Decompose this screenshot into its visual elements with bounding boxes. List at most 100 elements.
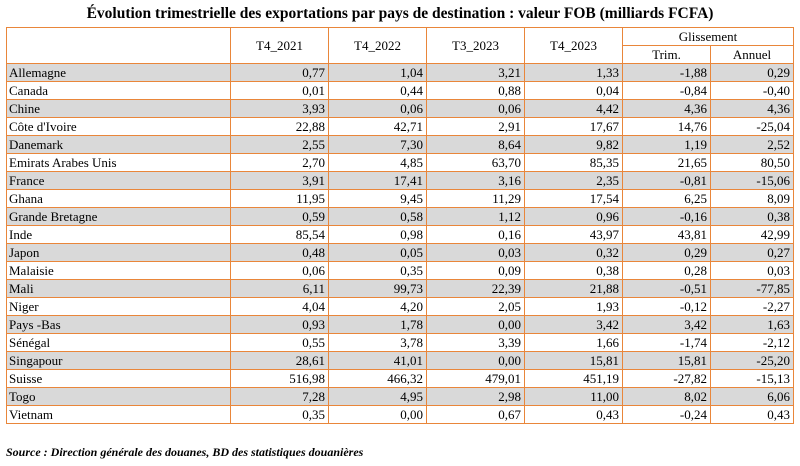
value-cell-t4-2022: 9,45 (328, 189, 427, 208)
value-cell-glissement-annuel: 2,52 (710, 135, 794, 154)
country-cell: Malaisie (6, 261, 231, 280)
value-cell-glissement-trim: -0,51 (622, 279, 711, 298)
value-cell-t4-2021: 2,55 (230, 135, 329, 154)
value-cell-t3-2023: 11,29 (426, 189, 525, 208)
table-row: Japon 0,48 0,05 0,03 0,32 0,29 0,27 (6, 243, 794, 262)
country-cell: Allemagne (6, 63, 231, 82)
value-cell-glissement-annuel: 0,27 (710, 243, 794, 262)
value-cell-t3-2023: 0,16 (426, 225, 525, 244)
value-cell-glissement-trim: -0,81 (622, 171, 711, 190)
value-cell-glissement-trim: 21,65 (622, 153, 711, 172)
value-cell-glissement-annuel: 0,38 (710, 207, 794, 226)
value-cell-glissement-annuel: -2,27 (710, 297, 794, 316)
value-cell-glissement-trim: 15,81 (622, 351, 711, 370)
value-cell-t3-2023: 63,70 (426, 153, 525, 172)
header-annuel: Annuel (710, 45, 794, 64)
value-cell-t4-2022: 1,78 (328, 315, 427, 334)
value-cell-t4-2023: 1,33 (524, 63, 623, 82)
table-row: Canada 0,01 0,44 0,88 0,04 -0,84 -0,40 (6, 81, 794, 100)
table-row: Emirats Arabes Unis 2,70 4,85 63,70 85,35 21,… (6, 153, 794, 172)
country-cell: Inde (6, 225, 231, 244)
value-cell-glissement-trim: -0,16 (622, 207, 711, 226)
country-cell: Vietnam (6, 405, 231, 424)
value-cell-t4-2022: 0,00 (328, 405, 427, 424)
country-cell: Ghana (6, 189, 231, 208)
table-row: Singapour 28,61 41,01 0,00 15,81 15,81 -25,20 (6, 351, 794, 370)
value-cell-glissement-trim: 0,28 (622, 261, 711, 280)
table-row: Sénégal 0,55 3,78 3,39 1,66 -1,74 -2,12 (6, 333, 794, 352)
table-row: Pays -Bas 0,93 1,78 0,00 3,42 3,42 1,63 (6, 315, 794, 334)
source-note: Source : Direction générale des douanes,… (6, 445, 364, 459)
table-row: Danemark 2,55 7,30 8,64 9,82 1,19 2,52 (6, 135, 794, 154)
header-t3-2023: T3_2023 (426, 27, 525, 64)
value-cell-t4-2023: 3,42 (524, 315, 623, 334)
value-cell-t4-2023: 15,81 (524, 351, 623, 370)
value-cell-t4-2021: 4,04 (230, 297, 329, 316)
value-cell-t4-2021: 3,93 (230, 99, 329, 118)
value-cell-t3-2023: 8,64 (426, 135, 525, 154)
value-cell-t3-2023: 3,39 (426, 333, 525, 352)
table-row: Allemagne 0,77 1,04 3,21 1,33 -1,88 0,29 (6, 63, 794, 82)
value-cell-t4-2021: 22,88 (230, 117, 329, 136)
value-cell-t3-2023: 0,67 (426, 405, 525, 424)
value-cell-t4-2021: 3,91 (230, 171, 329, 190)
value-cell-t4-2022: 0,58 (328, 207, 427, 226)
header-glissement: Glissement (622, 27, 794, 46)
value-cell-glissement-annuel: 0,29 (710, 63, 794, 82)
value-cell-glissement-trim: 8,02 (622, 387, 711, 406)
country-cell: Niger (6, 297, 231, 316)
value-cell-glissement-trim: -0,24 (622, 405, 711, 424)
value-cell-t4-2021: 6,11 (230, 279, 329, 298)
country-cell: Sénégal (6, 333, 231, 352)
value-cell-glissement-annuel: -15,13 (710, 369, 794, 388)
value-cell-glissement-annuel: 0,43 (710, 405, 794, 424)
value-cell-t4-2021: 0,59 (230, 207, 329, 226)
country-cell: Pays -Bas (6, 315, 231, 334)
country-cell: Canada (6, 81, 231, 100)
value-cell-glissement-trim: -27,82 (622, 369, 711, 388)
value-cell-t4-2023: 451,19 (524, 369, 623, 388)
table-row: Côte d'Ivoire 22,88 42,71 2,91 17,67 14,76 -25… (6, 117, 794, 136)
country-cell: Chine (6, 99, 231, 118)
value-cell-t4-2023: 17,54 (524, 189, 623, 208)
country-cell: Emirats Arabes Unis (6, 153, 231, 172)
value-cell-t4-2022: 99,73 (328, 279, 427, 298)
value-cell-t4-2022: 3,78 (328, 333, 427, 352)
value-cell-glissement-annuel: 8,09 (710, 189, 794, 208)
value-cell-t3-2023: 1,12 (426, 207, 525, 226)
value-cell-t4-2021: 0,06 (230, 261, 329, 280)
value-cell-t4-2022: 17,41 (328, 171, 427, 190)
value-cell-t3-2023: 0,06 (426, 99, 525, 118)
value-cell-t3-2023: 0,00 (426, 315, 525, 334)
table-row: Chine 3,93 0,06 0,06 4,42 4,36 4,36 (6, 99, 794, 118)
value-cell-glissement-annuel: -15,06 (710, 171, 794, 190)
country-cell: Singapour (6, 351, 231, 370)
value-cell-t4-2022: 0,06 (328, 99, 427, 118)
value-cell-t4-2022: 41,01 (328, 351, 427, 370)
value-cell-glissement-annuel: 6,06 (710, 387, 794, 406)
value-cell-t4-2021: 516,98 (230, 369, 329, 388)
value-cell-glissement-annuel: -0,40 (710, 81, 794, 100)
country-cell: Danemark (6, 135, 231, 154)
value-cell-glissement-trim: -1,88 (622, 63, 711, 82)
value-cell-t4-2023: 9,82 (524, 135, 623, 154)
value-cell-t4-2021: 0,55 (230, 333, 329, 352)
value-cell-t4-2022: 4,85 (328, 153, 427, 172)
value-cell-t4-2021: 85,54 (230, 225, 329, 244)
table-row: Mali 6,11 99,73 22,39 21,88 -0,51 -77,85 (6, 279, 794, 298)
value-cell-t3-2023: 479,01 (426, 369, 525, 388)
value-cell-glissement-trim: 4,36 (622, 99, 711, 118)
table-title: Évolution trimestrielle des exportations… (86, 5, 714, 22)
value-cell-t4-2021: 0,48 (230, 243, 329, 262)
value-cell-t3-2023: 0,09 (426, 261, 525, 280)
value-cell-glissement-trim: 1,19 (622, 135, 711, 154)
header-country (6, 27, 231, 64)
value-cell-glissement-trim: 14,76 (622, 117, 711, 136)
value-cell-t4-2021: 2,70 (230, 153, 329, 172)
value-cell-glissement-annuel: -25,20 (710, 351, 794, 370)
value-cell-t3-2023: 0,88 (426, 81, 525, 100)
value-cell-t4-2023: 0,04 (524, 81, 623, 100)
table-row: Malaisie 0,06 0,35 0,09 0,38 0,28 0,03 (6, 261, 794, 280)
value-cell-t4-2023: 0,38 (524, 261, 623, 280)
value-cell-glissement-annuel: 0,03 (710, 261, 794, 280)
